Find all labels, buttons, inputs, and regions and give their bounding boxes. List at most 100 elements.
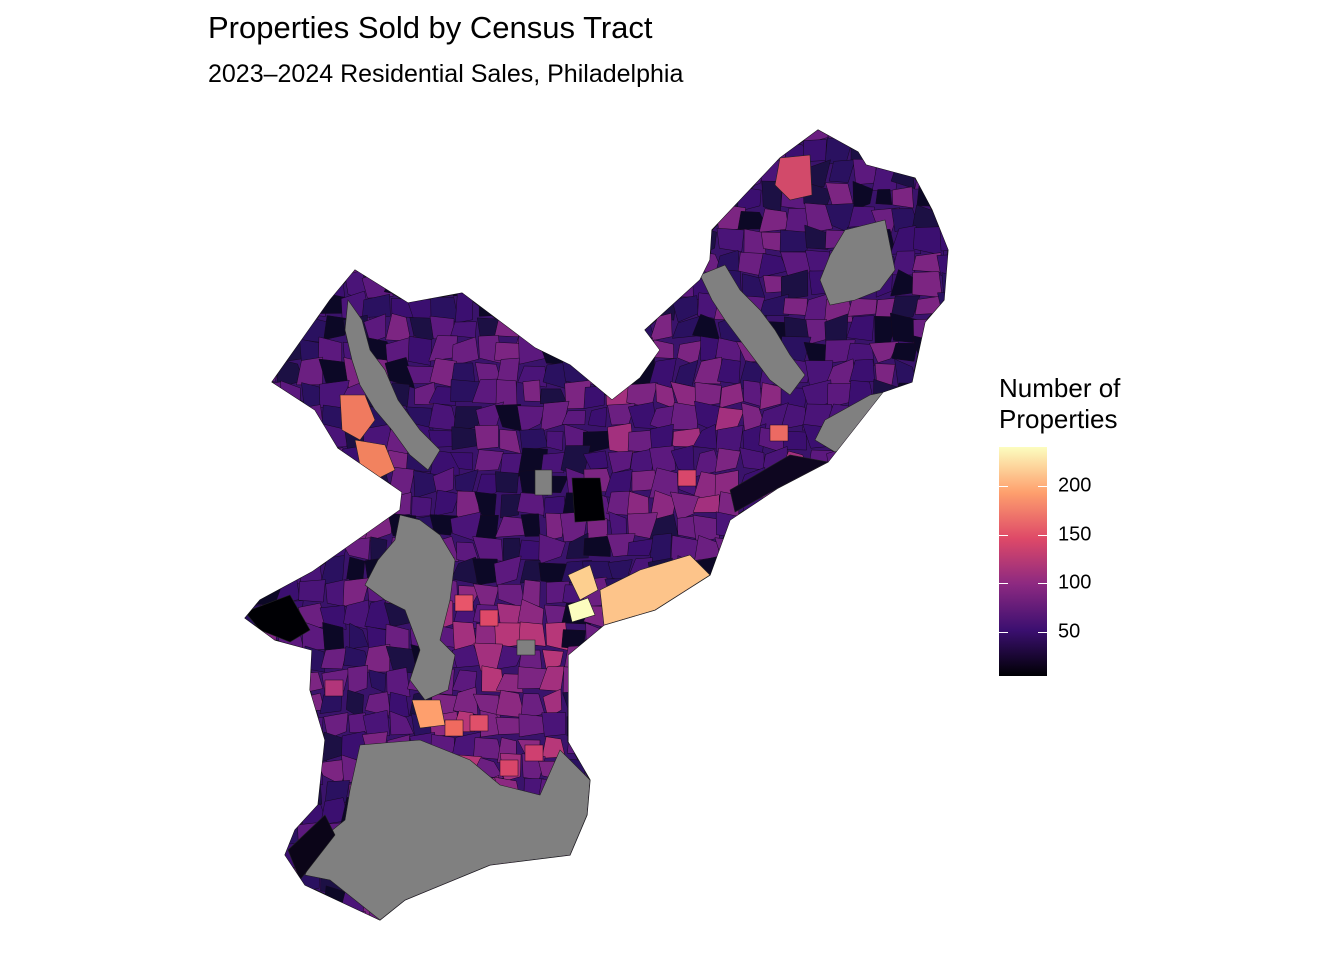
census-tract [937,713,948,737]
census-tract [255,802,284,825]
census-tract [245,269,263,297]
census-tract [613,868,636,891]
census-tract [629,871,659,895]
census-tract [245,342,260,364]
census-tract [254,911,283,920]
census-tract [564,182,590,213]
census-tract [255,334,278,366]
census-tract [935,383,948,408]
census-tract [340,489,368,518]
census-tract [565,532,589,559]
census-tract [715,143,740,164]
census-tract [846,315,875,342]
census-tract [245,826,256,846]
census-tract [432,165,458,190]
census-tract [674,130,703,146]
census-tract [583,385,605,409]
census-tract [761,688,790,719]
census-tract [826,577,857,604]
census-tract [340,510,368,542]
legend-tick-mark-left [999,583,1008,585]
census-tract [869,341,899,364]
census-tract [567,730,593,755]
census-tract [296,534,329,563]
census-tract [427,228,459,251]
legend-tick-mark-left [999,485,1008,487]
census-tract [758,869,785,892]
census-tract [739,714,768,735]
census-tract [605,819,633,844]
census-tract [427,184,461,207]
census-tract [650,822,678,845]
legend-tick-mark-right [1038,485,1047,487]
census-tract [245,209,257,230]
census-tract [628,907,654,920]
census-tract [676,645,698,670]
census-tract [759,774,787,800]
census-tract [603,718,631,739]
census-tract [805,821,829,849]
census-tract [566,716,589,742]
census-tract [868,666,900,689]
missing-data-areas [245,154,896,920]
census-tract [672,202,699,229]
census-tract [627,538,656,557]
census-tract [245,755,257,780]
census-tract [453,205,478,235]
census-tract [626,819,656,847]
census-tract [366,130,392,144]
census-tract [452,141,481,164]
census-tract [938,864,948,895]
census-tract [893,775,921,807]
census-tract [912,446,943,473]
census-tract [875,189,893,205]
census-tract [541,230,570,257]
census-tract [651,130,680,144]
census-tract [561,909,593,920]
census-tract [346,183,370,212]
census-tract [671,890,699,911]
census-tract [323,712,349,739]
census-tract [802,846,828,873]
census-tract [245,130,257,147]
census-tract [282,912,307,920]
census-tract [940,183,948,212]
census-tract [939,228,948,252]
census-tract [896,556,918,587]
census-tract [604,247,632,278]
census-tract [407,186,436,212]
census-tract [740,906,767,920]
census-tract [826,495,857,520]
census-tract [518,209,547,235]
census-tract [605,840,634,872]
census-tract [254,130,283,144]
census-tract [938,798,948,824]
pennypack-missing-area [819,219,896,306]
census-tract [671,756,700,785]
census-tract [919,468,941,498]
census-tract [650,755,675,780]
census-tract [407,204,438,233]
census-tract [874,141,893,166]
census-tract [870,907,900,920]
census-tract [450,321,477,339]
census-tract [281,250,304,279]
census-tract [649,312,673,342]
census-tract [610,774,634,805]
census-tract [870,621,894,653]
census-tract [935,844,948,870]
census-tract [245,885,262,909]
grays-ferry-hotspot [411,699,446,729]
census-tract [252,405,285,427]
census-tract [538,533,566,565]
census-tract [245,865,259,891]
census-tract [652,907,681,920]
census-tract [493,555,522,586]
census-tract [610,275,631,297]
census-tract [914,493,944,521]
census-tract [738,513,767,540]
census-tract [245,429,257,454]
census-tract [911,401,944,429]
census-tract [649,708,681,735]
census-tract [245,534,258,564]
